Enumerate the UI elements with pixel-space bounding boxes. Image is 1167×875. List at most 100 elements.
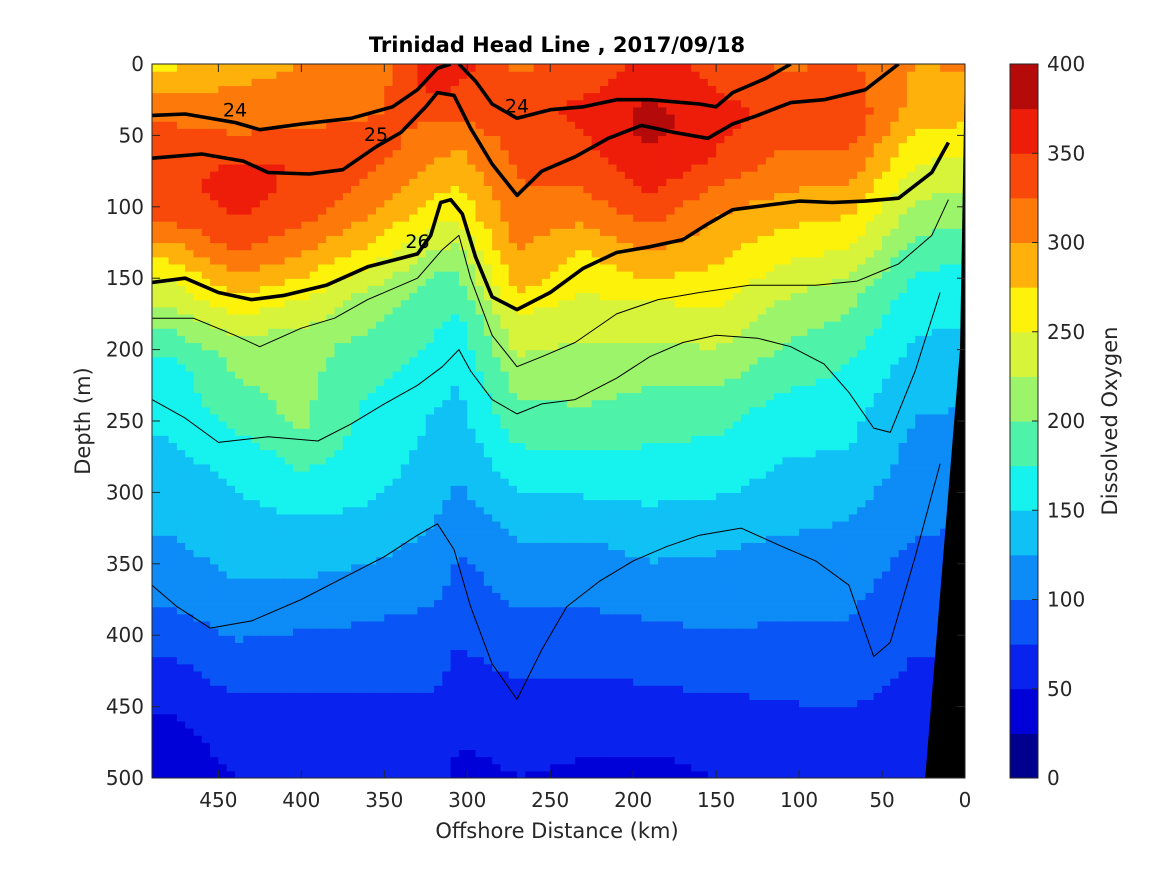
oxygen-cell xyxy=(392,106,402,115)
oxygen-cell xyxy=(541,421,551,429)
oxygen-cell xyxy=(508,592,518,601)
oxygen-cell xyxy=(309,713,319,722)
oxygen-cell xyxy=(508,349,518,358)
oxygen-cell xyxy=(483,349,493,358)
oxygen-cell xyxy=(193,271,203,279)
oxygen-cell xyxy=(492,335,502,344)
oxygen-cell xyxy=(185,728,195,736)
oxygen-cell xyxy=(392,592,402,601)
oxygen-cell xyxy=(218,271,228,279)
oxygen-cell xyxy=(218,656,228,665)
oxygen-cell xyxy=(550,642,560,651)
oxygen-cell xyxy=(176,328,186,336)
oxygen-cell xyxy=(541,678,551,686)
oxygen-cell xyxy=(467,756,477,765)
oxygen-cell xyxy=(293,663,302,672)
oxygen-cell xyxy=(450,71,460,79)
oxygen-cell xyxy=(168,163,178,172)
oxygen-cell xyxy=(201,178,211,186)
oxygen-cell xyxy=(251,528,261,536)
oxygen-cell xyxy=(301,706,311,715)
oxygen-cell xyxy=(483,113,493,122)
oxygen-cell xyxy=(259,192,269,201)
oxygen-cell xyxy=(234,620,244,629)
oxygen-cell xyxy=(168,435,178,444)
oxygen-cell xyxy=(326,713,336,722)
oxygen-cell xyxy=(541,406,551,415)
oxygen-cell xyxy=(541,221,551,229)
oxygen-cell xyxy=(525,313,535,322)
oxygen-cell xyxy=(541,142,551,151)
oxygen-cell xyxy=(226,749,236,758)
oxygen-cell xyxy=(193,678,203,686)
oxygen-cell xyxy=(417,735,427,743)
oxygen-cell xyxy=(193,620,203,629)
oxygen-cell xyxy=(326,321,336,329)
oxygen-cell xyxy=(185,363,195,372)
oxygen-cell xyxy=(450,513,460,522)
oxygen-cell xyxy=(234,378,244,386)
oxygen-cell xyxy=(458,228,468,236)
oxygen-cell xyxy=(334,306,344,315)
oxygen-cell xyxy=(210,606,219,615)
oxygen-cell xyxy=(384,171,394,179)
oxygen-cell xyxy=(317,64,327,72)
oxygen-cell xyxy=(243,542,253,551)
oxygen-cell xyxy=(525,256,535,265)
oxygen-cell xyxy=(442,506,452,515)
oxygen-cell xyxy=(417,492,427,501)
oxygen-cell xyxy=(400,713,410,722)
oxygen-cell xyxy=(226,492,236,501)
oxygen-cell xyxy=(342,213,352,222)
oxygen-cell xyxy=(425,378,435,386)
oxygen-cell xyxy=(218,135,228,144)
oxygen-cell xyxy=(210,428,219,436)
oxygen-cell xyxy=(326,620,336,629)
oxygen-cell xyxy=(541,670,551,679)
oxygen-cell xyxy=(326,670,336,679)
oxygen-cell xyxy=(284,371,294,379)
oxygen-cell xyxy=(492,478,502,486)
oxygen-cell xyxy=(218,378,228,386)
oxygen-cell xyxy=(425,592,435,601)
oxygen-cell xyxy=(533,78,543,87)
oxygen-cell xyxy=(334,428,344,436)
oxygen-cell xyxy=(152,578,161,586)
oxygen-cell xyxy=(550,242,560,251)
oxygen-cell xyxy=(168,456,178,465)
oxygen-cell xyxy=(176,749,186,758)
oxygen-cell xyxy=(517,228,526,236)
oxygen-cell xyxy=(425,256,435,265)
oxygen-cell xyxy=(309,528,319,536)
oxygen-cell xyxy=(342,385,352,394)
oxygen-cell xyxy=(425,292,435,301)
oxygen-cell xyxy=(367,199,377,208)
oxygen-cell xyxy=(210,670,219,679)
oxygen-cell xyxy=(392,670,402,679)
oxygen-cell xyxy=(276,513,286,522)
oxygen-cell xyxy=(334,249,344,258)
oxygen-cell xyxy=(317,171,327,179)
oxygen-cell xyxy=(417,228,427,236)
oxygen-cell xyxy=(301,585,311,593)
oxygen-cell xyxy=(434,492,443,501)
oxygen-cell xyxy=(160,135,170,144)
oxygen-cell xyxy=(293,78,302,87)
oxygen-cell xyxy=(185,199,195,208)
oxygen-cell xyxy=(517,371,526,379)
oxygen-cell xyxy=(301,656,311,665)
oxygen-cell xyxy=(359,121,369,129)
oxygen-cell xyxy=(259,649,269,658)
oxygen-cell xyxy=(185,670,195,679)
oxygen-cell xyxy=(508,299,518,308)
oxygen-cell xyxy=(367,142,377,151)
oxygen-cell xyxy=(226,713,236,722)
oxygen-cell xyxy=(384,749,394,758)
oxygen-cell xyxy=(243,163,253,172)
oxygen-cell xyxy=(434,720,443,729)
oxygen-cell xyxy=(508,763,518,772)
oxygen-cell xyxy=(160,185,170,194)
oxygen-cell xyxy=(301,106,311,115)
oxygen-cell xyxy=(492,685,502,693)
oxygen-cell xyxy=(458,335,468,344)
